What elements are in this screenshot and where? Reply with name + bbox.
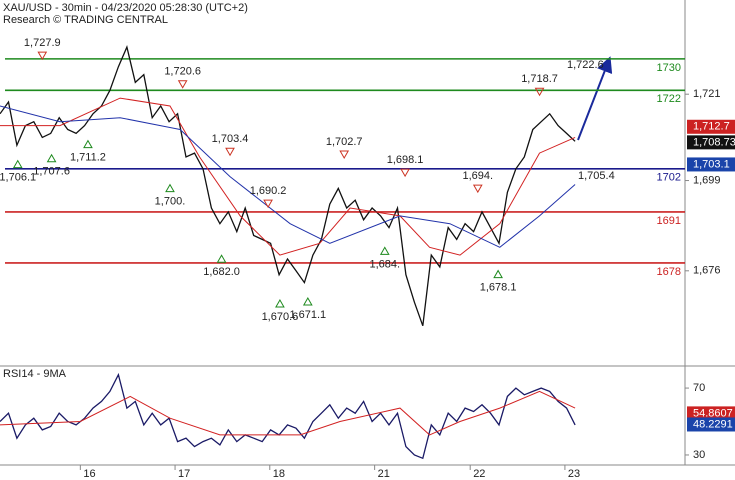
annotation-label: 1,694.	[463, 170, 494, 182]
y-tick-label: 30	[693, 449, 705, 461]
annotation-label: 1,707.6	[33, 166, 70, 178]
y-tick-label: 70	[693, 382, 705, 394]
y-tick-label: 1,721	[693, 88, 721, 100]
price-tag	[687, 406, 735, 421]
x-tick-label: 21	[378, 468, 390, 480]
x-tick-label: 16	[83, 468, 95, 480]
peak-marker	[534, 87, 545, 97]
price-tag	[687, 157, 735, 172]
price-tag-label: 48.2291	[693, 418, 733, 430]
trough-marker	[46, 153, 57, 163]
price-tag-label: 1,712.7	[693, 121, 730, 133]
chart-subtitle: Research © TRADING CENTRAL	[3, 14, 168, 26]
trough-marker	[302, 297, 313, 306]
series-line	[0, 45, 576, 327]
peak-marker	[37, 51, 48, 61]
note: 1,722.6	[567, 59, 604, 71]
annotation-label: 1,670.6	[262, 311, 299, 323]
annotation-label: 1,706.1	[0, 172, 36, 184]
annotation-label: 1,702.7	[326, 136, 363, 148]
annotation-label: 1,698.1	[387, 154, 424, 166]
trough-marker	[216, 254, 227, 263]
price-tag-label: 1,708.73	[693, 136, 735, 148]
note: 1,705.4	[578, 170, 615, 182]
annotation-label: 1,678.1	[480, 281, 517, 293]
level-label: 1691	[657, 215, 681, 227]
level-label: 1730	[657, 62, 681, 74]
annotation-label: 1,711.2	[70, 152, 106, 164]
annotation-label: 1,700.	[155, 196, 186, 208]
peak-marker	[400, 168, 410, 178]
peak-marker	[339, 150, 350, 160]
peak-marker	[225, 147, 235, 157]
peak-marker	[263, 199, 273, 209]
trough-marker	[379, 246, 390, 255]
annotation-label: 1,682.0	[203, 266, 240, 278]
price-tag	[687, 119, 735, 134]
price-tag-label: 1,703.1	[693, 158, 730, 170]
series-line	[0, 97, 576, 256]
annotation-label: 1,727.9	[24, 37, 61, 49]
y-tick-label: 1,676	[693, 265, 721, 277]
x-tick-label: 23	[568, 468, 580, 480]
x-tick-label: 18	[273, 468, 285, 480]
annotation-label: 1,671.1	[289, 309, 326, 321]
annotation-label: 1,703.4	[212, 133, 249, 145]
level-label: 1702	[657, 172, 681, 184]
forecast-arrow	[577, 56, 613, 141]
series-line	[0, 390, 576, 436]
y-tick-label: 1,699	[693, 174, 721, 186]
trough-marker	[83, 139, 93, 149]
x-tick-label: 17	[178, 468, 190, 480]
price-tag-label: 54.8607	[693, 407, 733, 419]
series-line	[0, 372, 576, 460]
level-label: 1722	[657, 93, 681, 105]
annotation-label: 1,718.7	[521, 73, 558, 85]
peak-marker	[177, 80, 188, 89]
annotation-label: 1,720.6	[164, 66, 201, 78]
rsi-title: RSI14 - 9MA	[3, 368, 67, 380]
price-tag	[687, 135, 735, 150]
annotation-label: 1,684.	[369, 258, 400, 270]
series-line	[0, 105, 576, 248]
trough-marker	[275, 298, 285, 308]
peak-marker	[472, 184, 483, 194]
trough-marker	[12, 159, 23, 169]
level-label: 1678	[657, 266, 681, 278]
chart-title: XAU/USD - 30min - 04/23/2020 05:28:30 (U…	[3, 2, 248, 14]
x-tick-label: 22	[473, 468, 485, 480]
trough-marker	[493, 269, 503, 279]
price-tag	[687, 417, 735, 432]
annotation-label: 1,690.2	[250, 185, 287, 197]
trough-marker	[165, 183, 175, 193]
